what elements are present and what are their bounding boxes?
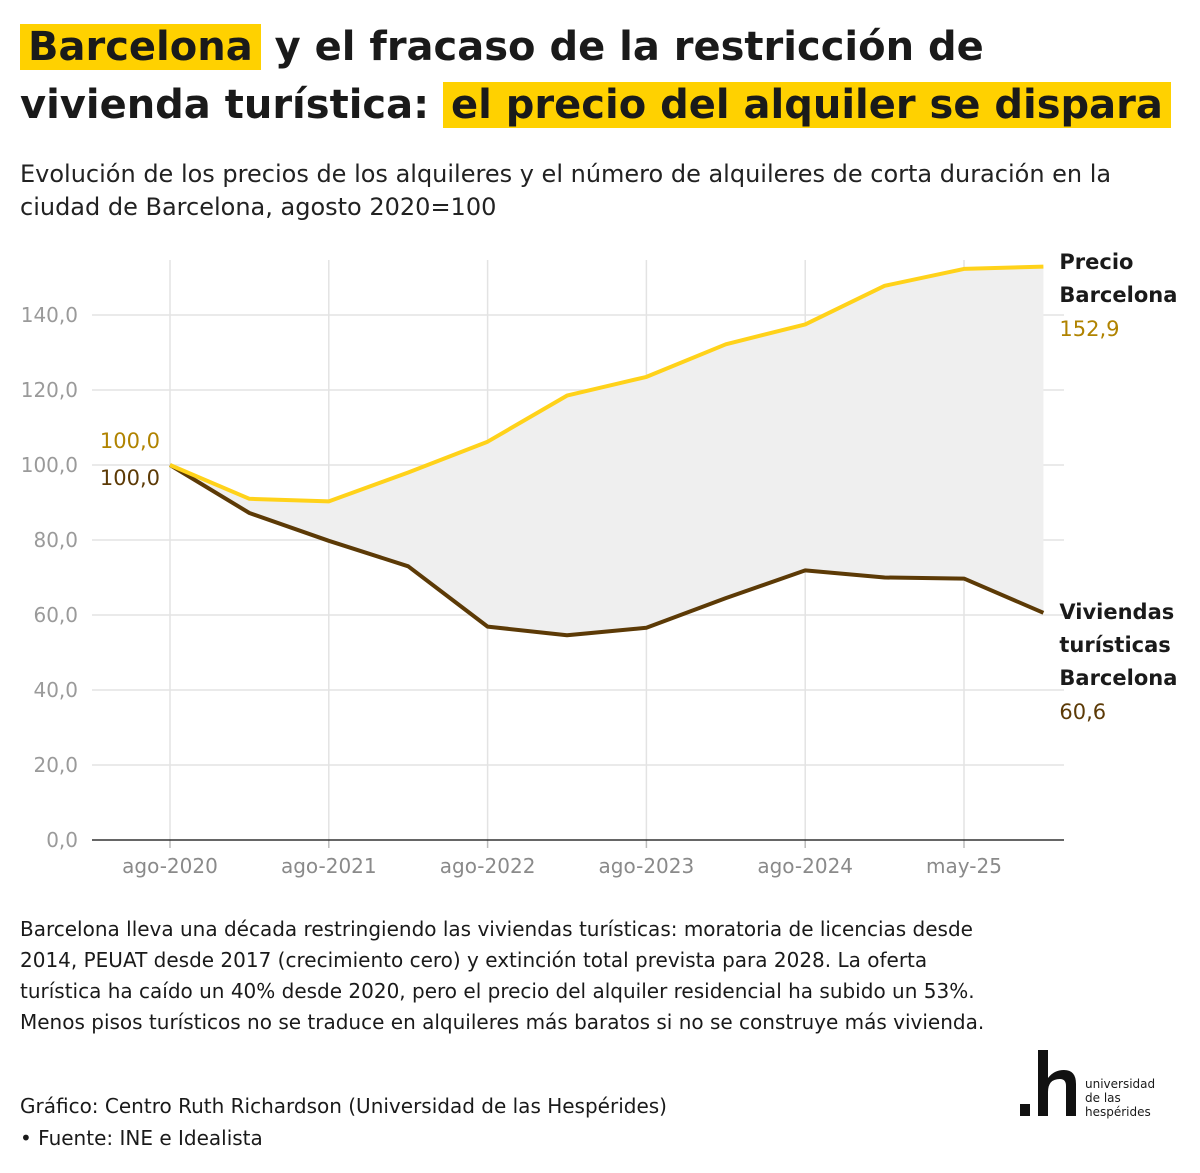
x-tick-label: ago-2021	[281, 854, 377, 878]
tourist-end-value-label: 60,6	[1059, 700, 1106, 724]
price-start-value-label: 100,0	[100, 429, 160, 453]
y-tick-label: 40,0	[33, 678, 78, 702]
series-line-tourist-rentals	[168, 463, 1045, 638]
x-tick-label: ago-2023	[599, 854, 695, 878]
logo-line3: hespérides	[1085, 1105, 1151, 1119]
y-tick-label: 80,0	[33, 528, 78, 552]
logo-line1: universidad	[1085, 1077, 1156, 1091]
y-tick-label: 100,0	[21, 453, 78, 477]
title-highlight-city: Barcelona	[20, 24, 261, 70]
chart-title: Barcelona y el fracaso de la restricción…	[20, 18, 1180, 134]
x-tick-label: ago-2022	[440, 854, 536, 878]
series-labels: 100,0 100,0 Precio Barcelona 152,9 Vivie…	[100, 250, 1178, 724]
chart-description: Barcelona lleva una década restringiendo…	[20, 917, 985, 1034]
y-tick-label: 20,0	[33, 753, 78, 777]
price-series-name-line2: Barcelona	[1059, 283, 1177, 307]
gap-area	[170, 266, 1044, 636]
x-tick-label: may-25	[926, 854, 1002, 878]
university-logo-mark	[1020, 1050, 1076, 1116]
tourist-series-name-line1: Viviendas	[1059, 600, 1174, 624]
chart-credits: Gráfico: Centro Ruth Richardson (Univers…	[20, 1090, 920, 1154]
price-end-value-label: 152,9	[1059, 317, 1119, 341]
chart-subtitle: Evolución de los precios de los alquiler…	[20, 160, 1112, 221]
logo-wordmark: universidad de las hespérides	[1085, 1077, 1155, 1119]
y-tick-label: 0,0	[46, 828, 78, 852]
price-series-name-line1: Precio	[1059, 250, 1133, 274]
tourist-series-name-line3: Barcelona	[1059, 666, 1177, 690]
title-highlight-claim: el precio del alquiler se dispara	[443, 82, 1171, 128]
y-tick-label: 140,0	[21, 303, 78, 327]
logo-line2: de las	[1085, 1091, 1121, 1105]
credit-author: Gráfico: Centro Ruth Richardson (Univers…	[20, 1094, 667, 1118]
line-chart: 0,0 20,0 40,0 60,0 80,0 100,0 120,0 140,0 ago-2…	[21, 250, 1178, 878]
x-axis-tick-labels: ago-2020 ago-2021 ago-2022 ago-2023 ago-2024…	[122, 854, 1002, 878]
tourist-start-value-label: 100,0	[100, 466, 160, 490]
y-tick-label: 60,0	[33, 603, 78, 627]
y-axis-tick-labels: 0,0 20,0 40,0 60,0 80,0 100,0 120,0 140,0	[21, 303, 78, 852]
y-tick-label: 120,0	[21, 378, 78, 402]
credit-source: • Fuente: INE e Idealista	[20, 1126, 263, 1150]
series-line-rent-price	[169, 264, 1044, 504]
x-tick-label: ago-2020	[122, 854, 218, 878]
tourist-series-name-line2: turísticas	[1059, 633, 1170, 657]
title-middle: y el fracaso de la restricción de vivien…	[20, 24, 984, 128]
x-tick-label: ago-2024	[757, 854, 853, 878]
